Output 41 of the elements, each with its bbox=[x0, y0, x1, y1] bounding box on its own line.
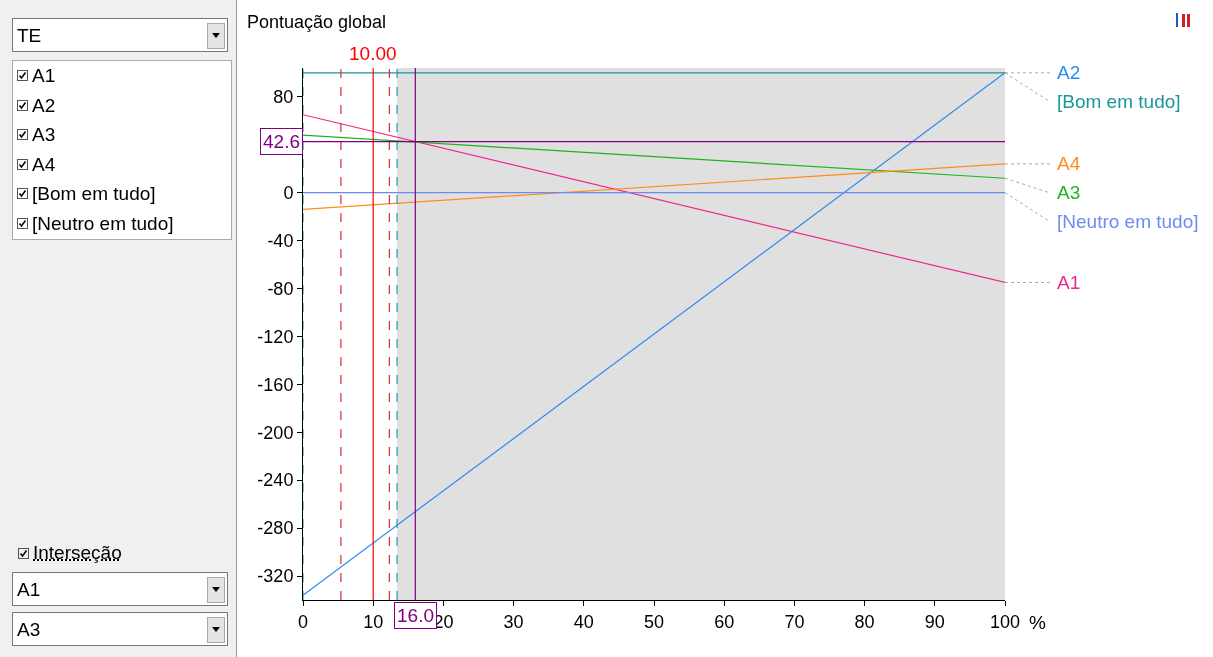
y-tick-label: 0 bbox=[283, 182, 294, 203]
x-axis-title: % bbox=[1029, 612, 1046, 633]
y-tick-label: -160 bbox=[257, 374, 294, 395]
y-tick-label: -240 bbox=[257, 470, 294, 491]
text: A3 bbox=[1057, 182, 1081, 203]
y-tick-label: -80 bbox=[267, 278, 294, 299]
x-tick-label: 90 bbox=[924, 611, 945, 632]
y-tick-label: -120 bbox=[257, 326, 294, 347]
y-tick-label: -40 bbox=[267, 230, 294, 251]
x-tick-label: 60 bbox=[714, 611, 735, 632]
text: A1 bbox=[1057, 272, 1081, 293]
text: TE bbox=[17, 25, 42, 46]
text: A3 bbox=[17, 619, 41, 640]
text: A3 bbox=[32, 124, 56, 146]
x-tick-label: 30 bbox=[503, 611, 524, 632]
x-tick-label: 50 bbox=[643, 611, 665, 632]
text: A4 bbox=[1057, 153, 1081, 174]
text: A2 bbox=[32, 94, 56, 116]
y-tick-label: 80 bbox=[273, 87, 294, 108]
annotation: 42.6 bbox=[263, 131, 300, 152]
y-tick-label: -280 bbox=[257, 518, 294, 539]
text: Interseção bbox=[33, 542, 122, 564]
x-tick-label: 40 bbox=[573, 611, 594, 632]
text: A2 bbox=[1057, 62, 1081, 83]
text: [Neutro em tudo] bbox=[32, 212, 174, 234]
text: [Bom em tudo] bbox=[1057, 91, 1181, 112]
x-tick-label: 10 bbox=[363, 611, 384, 632]
x-tick-label: 70 bbox=[784, 611, 805, 632]
annotation: 16.0 bbox=[397, 605, 434, 626]
x-tick-label: 80 bbox=[854, 611, 875, 632]
y-tick-label: -200 bbox=[257, 422, 294, 443]
text: [Neutro em tudo] bbox=[1057, 211, 1199, 232]
ref-line-label: 10.00 bbox=[349, 43, 397, 64]
y-axis-title: Pontuação global bbox=[247, 12, 387, 32]
text: A1 bbox=[32, 65, 56, 87]
x-tick-label: 0 bbox=[297, 611, 309, 632]
text: [Bom em tudo] bbox=[32, 183, 156, 205]
text: A1 bbox=[17, 579, 41, 600]
text: A4 bbox=[32, 153, 56, 175]
y-tick-label: -320 bbox=[257, 566, 294, 587]
x-tick-label: 100 bbox=[989, 611, 1021, 632]
